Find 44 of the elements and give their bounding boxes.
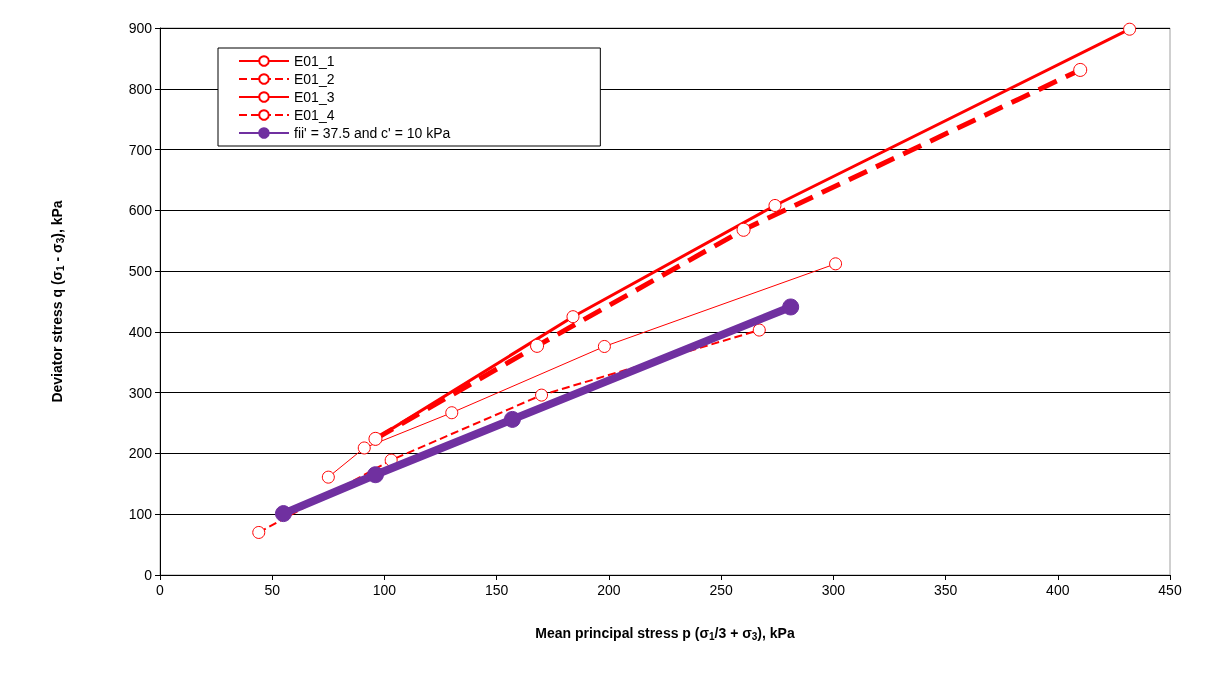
point xyxy=(274,505,292,523)
legend-label: E01_4 xyxy=(294,107,335,123)
x-tick-label: 150 xyxy=(484,582,509,598)
x-tick-label: 450 xyxy=(1158,582,1182,598)
point xyxy=(829,257,843,271)
point xyxy=(530,338,545,353)
y-tick-label: 900 xyxy=(128,20,153,36)
point xyxy=(597,339,611,353)
point xyxy=(445,406,459,420)
point xyxy=(566,310,580,324)
point xyxy=(752,323,766,337)
x-tick-label: 0 xyxy=(156,582,165,598)
y-tick-label: 700 xyxy=(128,141,153,158)
y-tick-label: 300 xyxy=(128,384,153,401)
point xyxy=(321,470,335,484)
x-tick-label: 350 xyxy=(933,582,958,598)
point xyxy=(252,525,266,539)
legend-label: E01_1 xyxy=(294,53,335,69)
y-tick-label: 100 xyxy=(128,506,153,523)
legend-label: E01_3 xyxy=(294,89,335,105)
x-tick-label: 250 xyxy=(709,582,733,598)
point xyxy=(366,466,384,484)
point xyxy=(503,410,521,428)
point xyxy=(736,222,751,237)
legend-label: fii' = 37.5 and c' = 10 kPa xyxy=(294,125,451,141)
x-tick-label: 400 xyxy=(1046,582,1070,598)
y-tick-label: 800 xyxy=(128,80,153,97)
point xyxy=(768,198,782,212)
point xyxy=(357,441,371,455)
x-tick-label: 50 xyxy=(264,582,281,598)
point xyxy=(535,388,549,402)
y-tick-label: 500 xyxy=(128,263,153,280)
x-tick-label: 200 xyxy=(597,582,621,598)
x-tick-label: 300 xyxy=(821,582,846,598)
x-tick-label: 100 xyxy=(372,582,397,598)
point xyxy=(782,298,800,316)
point xyxy=(1073,62,1088,77)
y-tick-label: 0 xyxy=(144,567,153,583)
legend-label: E01_2 xyxy=(294,71,335,87)
y-tick-label: 400 xyxy=(128,323,153,340)
x-axis-title: Mean principal stress p (σ1/3 + σ3), kPa xyxy=(535,625,795,642)
y-tick-label: 600 xyxy=(128,202,153,219)
y-tick-label: 200 xyxy=(128,445,153,462)
point xyxy=(1123,22,1137,36)
